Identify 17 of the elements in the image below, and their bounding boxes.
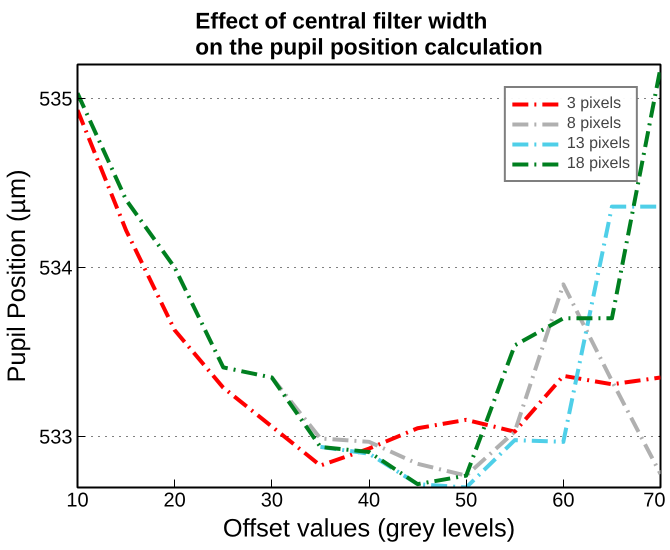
x-tick-label: 50 <box>455 490 478 512</box>
x-tick-label: 40 <box>358 490 380 512</box>
x-tick-label: 30 <box>260 490 283 512</box>
x-axis-title: Offset values (grey levels) <box>222 514 516 542</box>
x-tick-label: 10 <box>66 490 89 512</box>
legend-label: 8 pixels <box>566 115 622 133</box>
x-tick-label: 60 <box>552 490 574 512</box>
legend-label: 13 pixels <box>566 135 630 153</box>
y-axis-title: Pupil Position (µm) <box>3 169 32 383</box>
legend-label: 3 pixels <box>566 95 622 113</box>
legend-label: 18 pixels <box>566 155 630 173</box>
x-tick-label: 70 <box>643 490 666 512</box>
x-tick-label: 20 <box>164 490 186 512</box>
y-tick-label: 534 <box>39 258 73 280</box>
chart-title: Effect of central filter width on the pupil position calculation <box>195 8 543 60</box>
y-tick-label: 533 <box>39 426 73 449</box>
y-tick-label: 535 <box>39 88 73 110</box>
